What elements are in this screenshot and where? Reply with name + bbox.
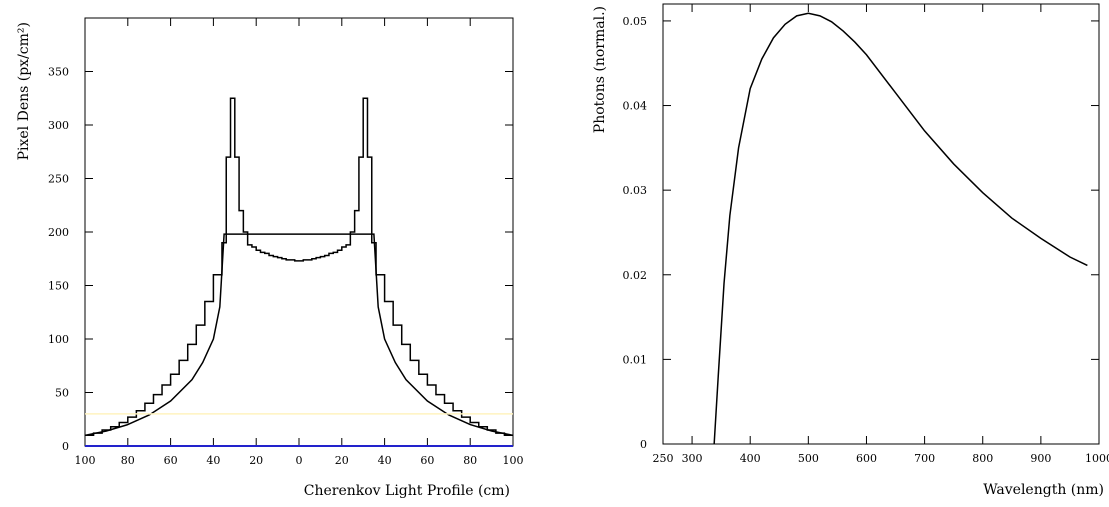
left-y-axis-label: Pixel Dens (px/cm²) (16, 22, 32, 160)
left-x-tick-label: 80 (463, 454, 477, 467)
left-x-tick-label: 40 (206, 454, 220, 467)
left-x-tick-label: 40 (378, 454, 392, 467)
right-y-tick-label: 0.05 (623, 15, 648, 28)
right-y-tick-label: 0.02 (623, 269, 648, 282)
left-y-tick-label: 100 (48, 333, 69, 346)
left-y-tick-label: 50 (55, 387, 69, 400)
right-y-tick-label: 0 (640, 438, 647, 451)
right-x-tick-label: 900 (1030, 452, 1051, 465)
right-x-axis-label: Wavelength (nm) (983, 482, 1104, 498)
left-series-0 (85, 98, 513, 435)
left-y-tick-label: 150 (48, 280, 69, 293)
right-series-0 (714, 13, 1087, 444)
left-y-tick-label: 350 (48, 66, 69, 79)
left-x-tick-label: 60 (164, 454, 178, 467)
left-x-tick-label: 20 (249, 454, 263, 467)
right-x-tick-label: 700 (914, 452, 935, 465)
left-x-tick-label: 20 (335, 454, 349, 467)
left-x-axis-label: Cherenkov Light Profile (cm) (304, 483, 510, 499)
right-x-tick-label: 300 (682, 452, 703, 465)
left-y-tick-label: 0 (62, 440, 69, 453)
right-y-axis-label: Photons (normal.) (592, 6, 608, 133)
left-x-tick-label: 0 (296, 454, 303, 467)
left-plot-frame (85, 18, 513, 446)
left-y-tick-label: 250 (48, 173, 69, 186)
left-y-tick-label: 200 (48, 226, 69, 239)
left-x-tick-label: 80 (121, 454, 135, 467)
left-series (85, 98, 513, 446)
left-x-tick-label: 60 (420, 454, 434, 467)
right-y-tick-label: 0.01 (623, 353, 648, 366)
right-x-tick-label: 600 (856, 452, 877, 465)
right-x-tick-label: 250 (653, 452, 674, 465)
right-series (714, 13, 1087, 444)
left-x-tick-label: 100 (75, 454, 96, 467)
right-x-tick-label: 500 (798, 452, 819, 465)
right-x-tick-label: 400 (740, 452, 761, 465)
left-y-tick-label: 300 (48, 119, 69, 132)
left-series-1 (85, 234, 513, 435)
right-y-tick-label: 0.04 (623, 100, 648, 113)
right-x-tick-label: 800 (972, 452, 993, 465)
right-y-tick-label: 0.03 (623, 184, 648, 197)
left-x-tick-label: 100 (503, 454, 524, 467)
